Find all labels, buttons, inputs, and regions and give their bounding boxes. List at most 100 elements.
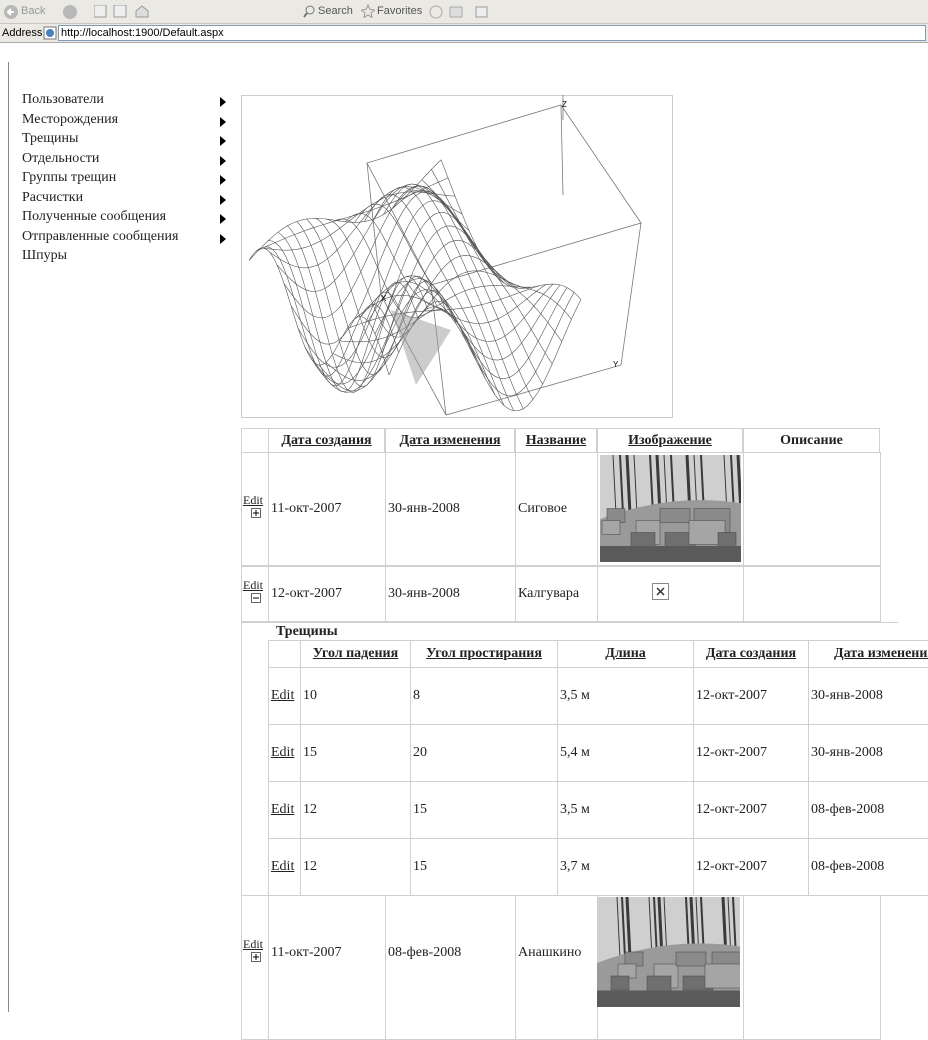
column-header[interactable]: Название <box>515 428 597 453</box>
address-input[interactable]: http://localhost:1900/Default.aspx <box>58 25 926 41</box>
menu-item[interactable]: Пользователи <box>22 92 104 107</box>
menu-item[interactable]: Группы трещин <box>22 170 117 185</box>
menu-item[interactable]: Трещины <box>22 131 79 146</box>
table-cell <box>410 781 558 839</box>
photo <box>600 455 741 562</box>
edit-link[interactable]: Edit <box>243 937 263 951</box>
cell-text: 11-окт-2007 <box>271 945 342 960</box>
expand-toggle[interactable] <box>251 952 261 962</box>
favorites-icon <box>361 4 375 18</box>
cell-text: 12-окт-2007 <box>696 688 768 703</box>
misc-icons[interactable] <box>428 4 488 20</box>
back-button[interactable]: Back <box>21 5 46 17</box>
page-icon <box>43 26 57 40</box>
header-corner <box>241 428 269 453</box>
cell-text: 15 <box>303 745 317 760</box>
edit-link[interactable]: Edit <box>271 745 295 760</box>
column-header[interactable]: Дата создания <box>693 640 809 668</box>
nav-icons[interactable] <box>94 5 174 19</box>
description-cell <box>743 452 881 566</box>
axis-label: X <box>381 294 387 303</box>
submenu-arrow <box>220 136 226 146</box>
cell-text: Сиговое <box>518 501 568 516</box>
row-edit-cell <box>268 667 301 725</box>
frame-border <box>8 62 9 1012</box>
edit-link[interactable]: Edit <box>271 859 295 874</box>
image-cell <box>597 566 744 622</box>
favorites-button[interactable]: Favorites <box>377 5 423 17</box>
menu-item[interactable]: Расчистки <box>22 189 84 205</box>
subtable-frame <box>241 622 242 895</box>
cell-text: 12 <box>303 802 317 817</box>
column-header: Описание <box>743 428 880 453</box>
table-cell <box>808 724 928 782</box>
expand-toggle[interactable] <box>251 593 261 603</box>
table-cell <box>300 724 411 782</box>
address-label: Address <box>2 27 43 39</box>
row-edit-cell <box>241 566 269 622</box>
table-cell <box>515 895 598 1040</box>
table-cell <box>808 667 928 725</box>
broken-image <box>652 583 669 600</box>
menu-item[interactable]: Отдельности <box>22 150 100 166</box>
row-edit-cell <box>268 838 301 896</box>
table-cell <box>410 724 558 782</box>
edit-link[interactable]: Edit <box>271 688 295 703</box>
subtable-topline <box>241 622 898 623</box>
cell-text: 30-янв-2008 <box>388 501 460 516</box>
photo <box>597 897 740 1007</box>
cell-text: 30-янв-2008 <box>811 688 883 703</box>
submenu-arrow <box>220 116 226 127</box>
row-edit-cell <box>268 724 301 782</box>
page-content: Пользователи Месторождения Трещины Отдельно… <box>22 92 928 1040</box>
expand-toggle[interactable] <box>251 508 261 518</box>
table-cell <box>693 781 809 839</box>
edit-link[interactable]: Edit <box>271 802 295 817</box>
cell-text: 3,5 м <box>560 688 590 703</box>
search-button[interactable]: Search <box>318 5 353 17</box>
row-edit-cell <box>241 452 269 566</box>
menu-item[interactable]: Полученные сообщения <box>22 209 167 224</box>
cell-text: 10 <box>303 688 317 703</box>
table-cell <box>385 452 516 566</box>
cell-text: 12-окт-2007 <box>271 586 343 601</box>
description-cell <box>743 895 881 1040</box>
cell-text: 12 <box>303 859 317 874</box>
edit-link[interactable]: Edit <box>243 578 263 592</box>
submenu-arrow <box>220 175 226 185</box>
table-cell <box>808 781 928 839</box>
cell-text: 08-фев-2008 <box>811 802 885 817</box>
table-cell <box>693 667 809 725</box>
column-header[interactable]: Дата изменения <box>808 640 928 668</box>
cell-text: 30-янв-2008 <box>388 586 460 601</box>
forward-icon[interactable] <box>62 4 78 20</box>
column-header[interactable]: Дата изменения <box>385 428 515 453</box>
column-header[interactable]: Изображение <box>597 428 743 453</box>
menu-item[interactable]: Шпуры <box>22 248 68 263</box>
table-cell <box>385 895 516 1040</box>
toolbar: Back Search Favorites <box>0 0 928 24</box>
axis-label: Z <box>562 100 567 109</box>
column-header[interactable]: Угол падения <box>300 640 411 668</box>
column-header[interactable]: Длина <box>557 640 694 668</box>
menu-item[interactable]: Месторождения <box>22 111 119 127</box>
cell-text: 12-окт-2007 <box>696 859 768 874</box>
axis-label: Y <box>613 360 619 369</box>
edit-link[interactable]: Edit <box>243 493 263 507</box>
column-header[interactable]: Угол простирания <box>410 640 558 668</box>
plot-image: Z X Y <box>241 95 673 418</box>
column-header[interactable]: Дата создания <box>268 428 385 453</box>
submenu-arrow <box>220 233 226 244</box>
table-cell <box>300 838 411 896</box>
menu-item[interactable]: Отправленные сообщения <box>22 228 179 244</box>
table-cell <box>385 566 516 622</box>
header-corner <box>268 640 301 668</box>
cell-text: 5,4 м <box>560 745 590 760</box>
table-cell <box>557 667 694 725</box>
table-cell <box>268 895 386 1040</box>
image-cell <box>597 452 744 566</box>
cell-text: 20 <box>413 745 427 760</box>
back-icon <box>4 5 18 19</box>
submenu-arrow <box>220 194 226 205</box>
cell-text: 15 <box>413 802 427 817</box>
